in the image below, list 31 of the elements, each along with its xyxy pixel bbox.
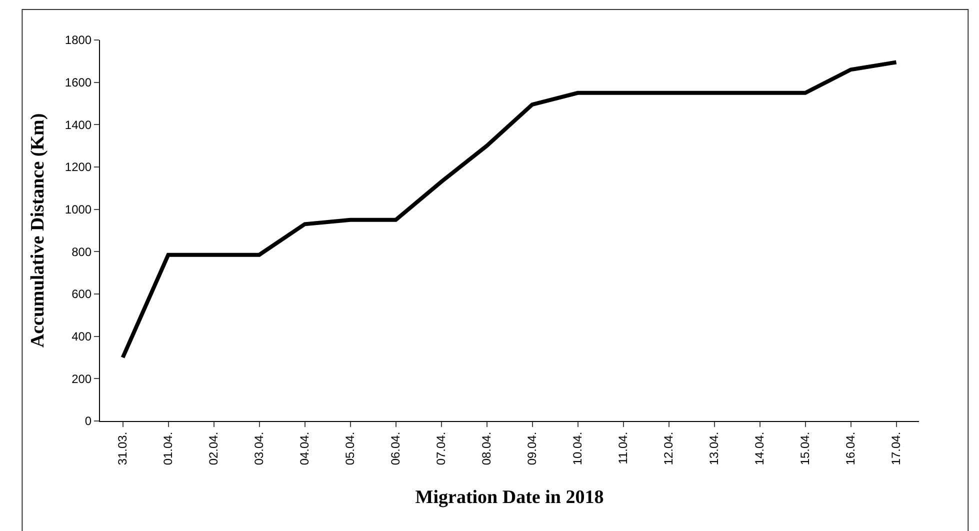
- x-tick-label: 15.04.: [798, 432, 812, 466]
- y-tick-label: 1200: [64, 160, 92, 174]
- x-tick-label: 10.04.: [570, 432, 585, 466]
- x-tick-label: 12.04.: [662, 432, 676, 466]
- x-tick-label: 02.04.: [206, 432, 221, 466]
- y-tick-label: 400: [72, 330, 92, 344]
- x-tick-label: 17.04.: [889, 432, 904, 466]
- y-tick-label: 0: [84, 414, 92, 428]
- y-tick-label: 800: [72, 244, 92, 259]
- x-tick-label: 13.04.: [707, 432, 722, 466]
- y-tick-label: 1400: [64, 118, 92, 132]
- x-tick-label: 09.04.: [525, 432, 540, 466]
- x-tick-label: 08.04.: [480, 432, 494, 466]
- y-tick-label: 1000: [64, 202, 92, 217]
- x-tick-label: 03.04.: [252, 432, 266, 466]
- x-axis-title: Migration Date in 2018: [415, 486, 604, 508]
- x-tick-label: 31.03.: [116, 432, 130, 466]
- y-tick-label: 200: [72, 372, 92, 386]
- x-tick-label: 05.04.: [343, 432, 358, 466]
- line-series: [120, 60, 898, 360]
- x-tick-label: 07.04.: [434, 432, 448, 466]
- y-tick-label: 1600: [64, 76, 92, 90]
- x-tick-label: 16.04.: [844, 432, 858, 466]
- x-tick-label: 14.04.: [752, 432, 767, 466]
- y-tick-label: 600: [72, 287, 92, 302]
- x-tick-label: 11.04.: [616, 432, 630, 464]
- y-axis-title: Accumulative Distance (Km): [28, 113, 49, 348]
- x-tick-label: 04.04.: [298, 432, 312, 466]
- y-tick-label: 1800: [64, 33, 92, 48]
- x-tick-label: 06.04.: [388, 432, 403, 466]
- x-tick-label: 01.04.: [161, 432, 176, 466]
